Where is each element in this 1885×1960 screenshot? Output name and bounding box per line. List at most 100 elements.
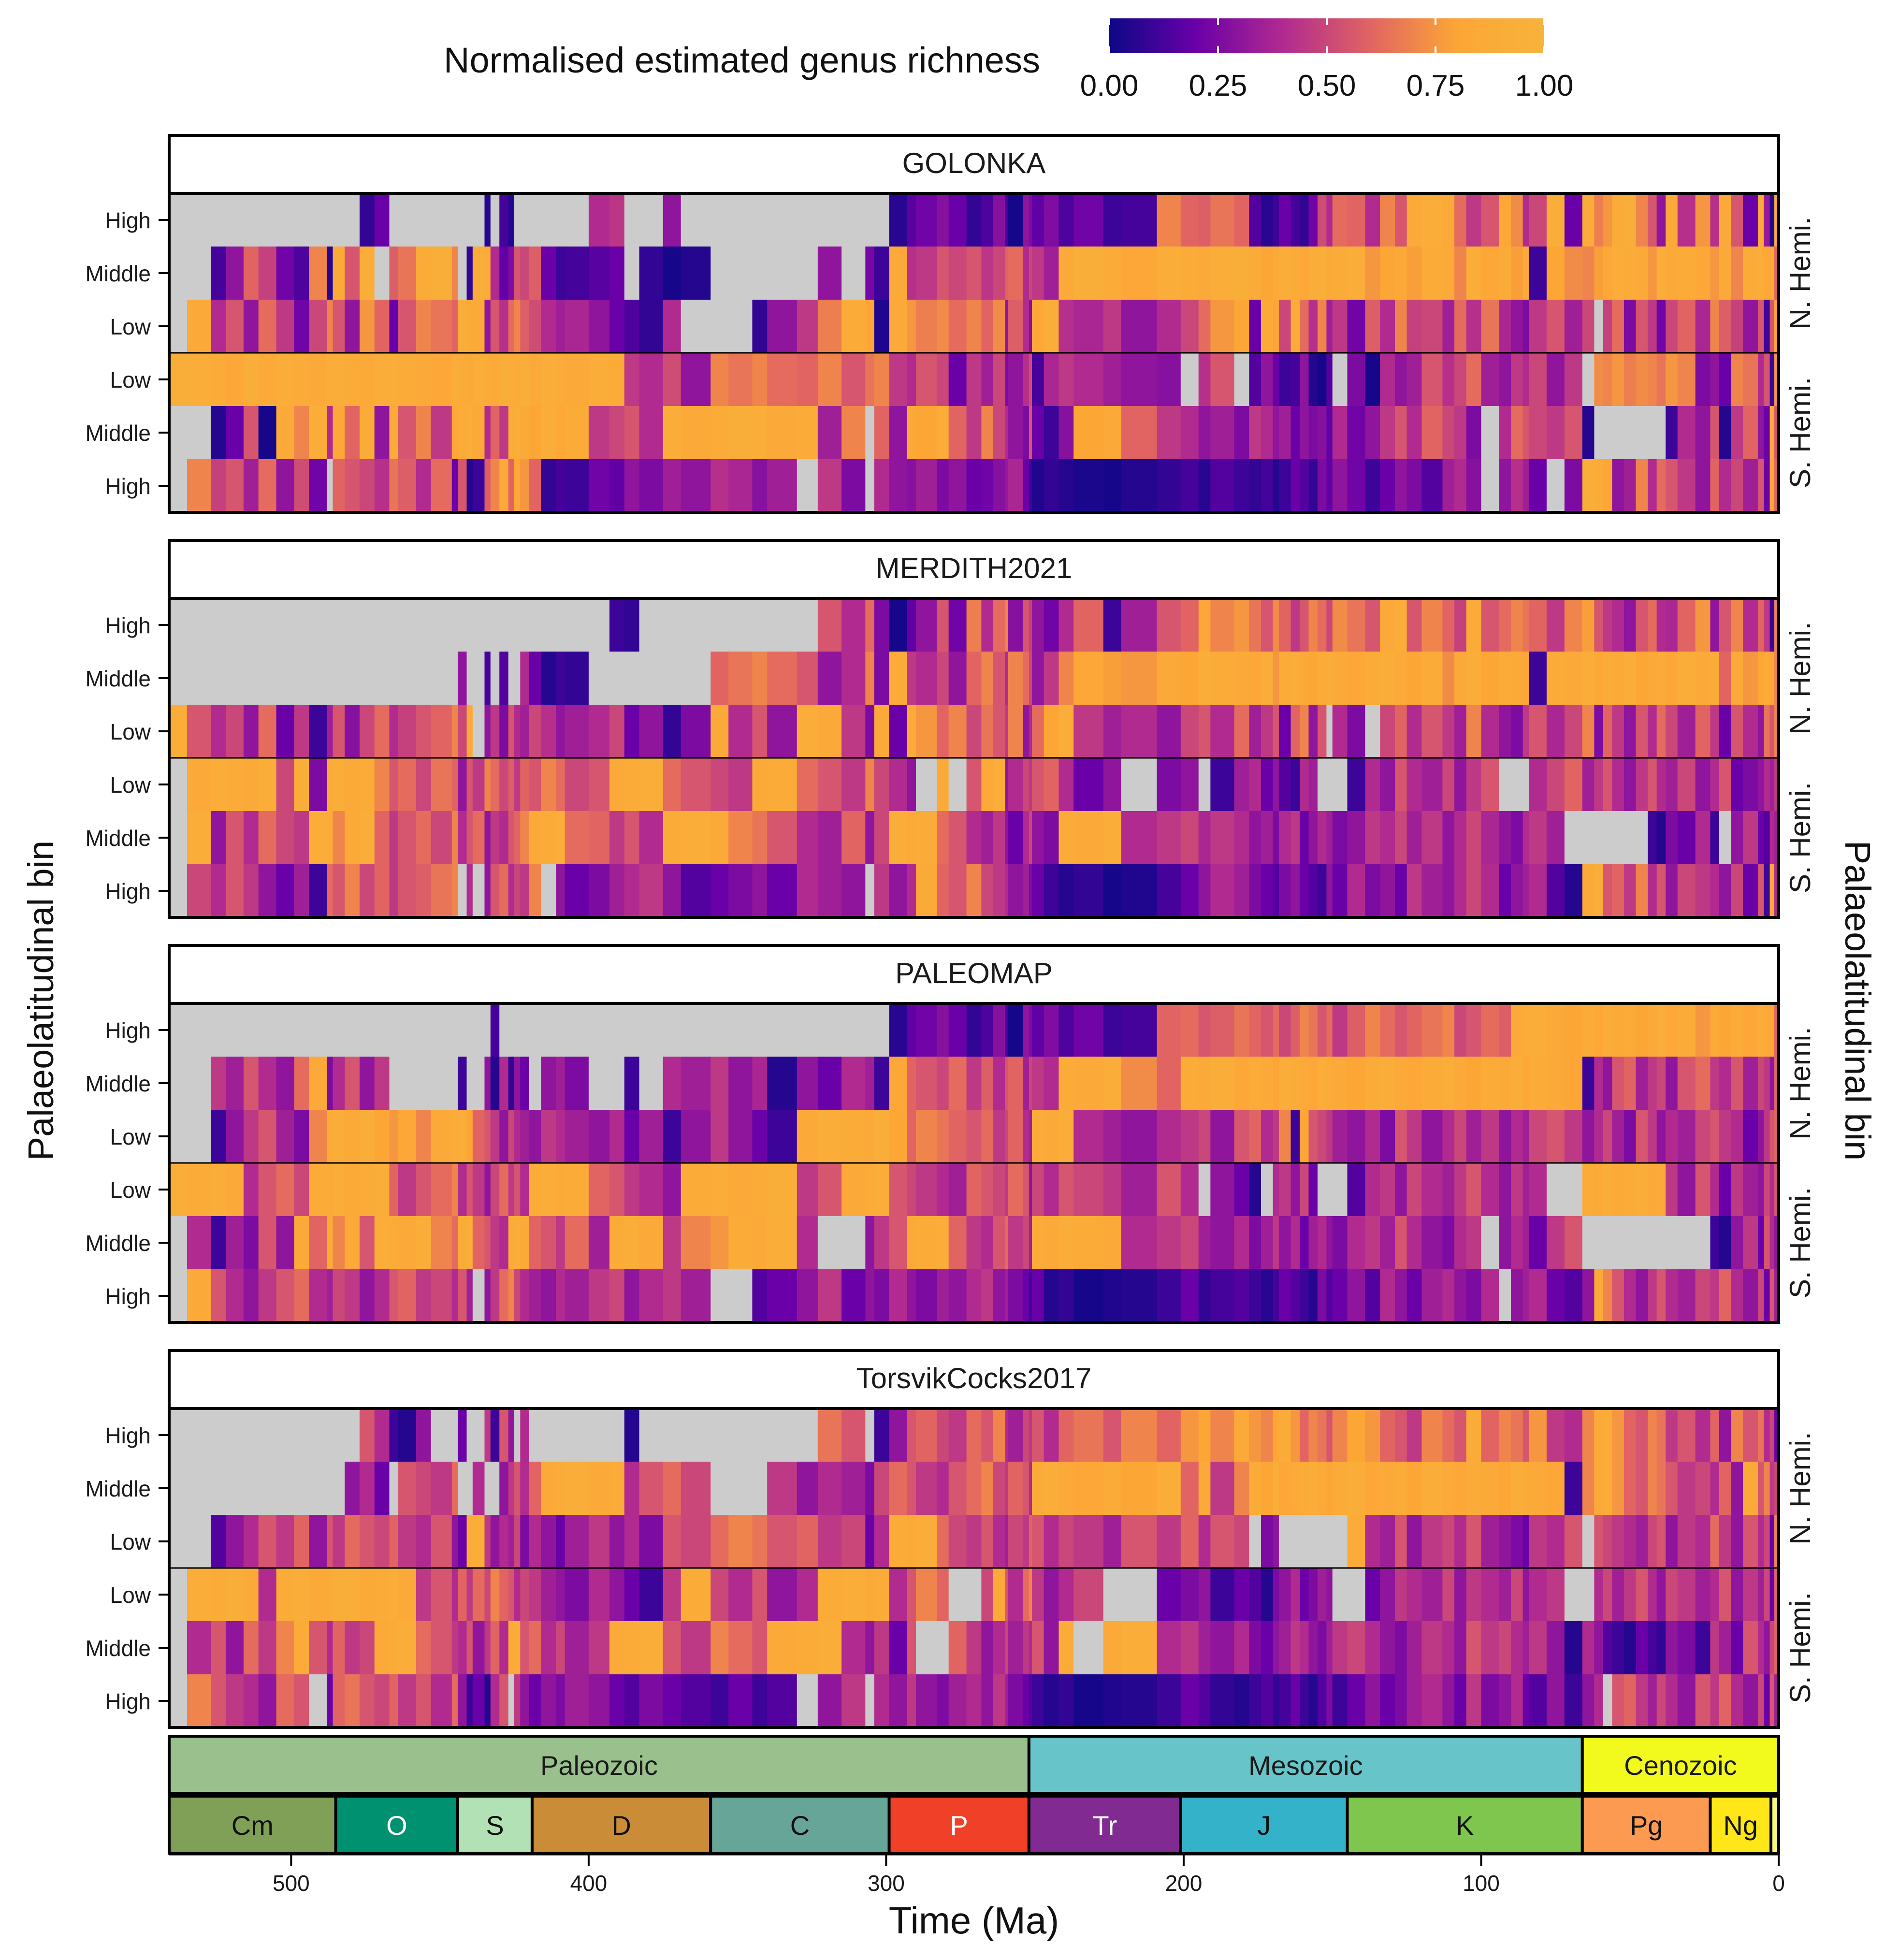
heatmap-cell [1103,758,1122,812]
heatmap-cell [1695,1674,1711,1728]
heatmap-cell [728,1515,753,1568]
heatmap-cell [624,193,640,247]
heatmap-cell [728,811,753,865]
heatmap-cell [416,758,432,812]
heatmap-cell [1261,459,1274,513]
heatmap-cell [609,459,625,513]
heatmap-cell [1198,406,1211,460]
heatmap-cell [1278,1216,1291,1270]
heatmap-cell [966,811,982,865]
heatmap-cell [1103,353,1122,407]
heatmap-cell [752,1515,768,1568]
heatmap-cell [1624,1568,1637,1622]
heatmap-cell [624,864,640,918]
heatmap-cell [508,1462,515,1515]
heatmap-cell [1666,1269,1678,1323]
heatmap-cell [1594,1216,1604,1270]
heatmap-cell [639,1515,664,1568]
heatmap-cell [663,353,682,407]
heatmap-cell [1546,406,1565,460]
heatmap-cell [1511,247,1523,300]
heatmap-cell [1481,652,1499,705]
heatmap-cell [797,598,818,652]
heatmap-cell [1603,1110,1612,1163]
heatmap-cell [556,758,566,812]
heatmap-cell [767,1163,798,1217]
heatmap-cell [1546,353,1565,407]
heatmap-cell [841,758,866,812]
heatmap-cell [1180,193,1199,247]
heatmap-cell [681,300,711,353]
heatmap-cell [529,247,542,300]
heatmap-cell [398,1269,417,1323]
heatmap-cell [1666,353,1678,407]
heatmap-cell [1198,1057,1211,1110]
heatmap-cell [948,811,967,865]
heatmap-cell [1774,247,1779,300]
heatmap-cell [458,1216,467,1270]
heatmap-cell [1466,459,1482,513]
heatmap-cell [466,1568,473,1622]
heatmap-cell [1347,1462,1366,1515]
heatmap-cell [333,353,345,407]
heatmap-cell [874,1568,890,1622]
panel-border [168,1002,1780,1324]
heatmap-cell [1481,1003,1499,1057]
heatmap-cell [1044,1568,1059,1622]
heatmap-cell [1774,406,1779,460]
heatmap-cell [663,1674,682,1728]
heatmap-cell [1317,758,1327,812]
heatmap-cell [907,705,916,758]
heatmap-cell [1317,459,1327,513]
heatmap-cell [1421,652,1443,705]
heatmap-cell [1743,1003,1758,1057]
heatmap-cell [1564,1269,1583,1323]
heatmap-cell [1546,1674,1565,1728]
heatmap-cell [520,598,530,652]
heatmap-cell [1249,1057,1262,1110]
heatmap-cell [1764,1408,1770,1462]
heatmap-cell [1005,1269,1009,1323]
heatmap-cell [431,652,452,705]
heatmap-cell [948,193,967,247]
heatmap-cell [1481,1408,1499,1462]
heatmap-cell [767,459,798,513]
heatmap-cell [1394,1408,1407,1462]
heatmap-cell [588,1674,610,1728]
heatmap-cell [681,1003,711,1057]
heatmap-cell [1564,1408,1583,1462]
heatmap-cell [1442,1057,1455,1110]
heatmap-cell [243,1515,259,1568]
heatmap-cell [258,864,277,918]
heatmap-cell [1666,1621,1678,1675]
heatmap-cell [451,1003,458,1057]
heatmap-cell [1528,193,1547,247]
heatmap-cell [1278,864,1291,918]
heatmap-cell [1522,406,1529,460]
heatmap-cell [1198,300,1211,353]
heatmap-cell [1442,598,1455,652]
heatmap-cell [966,406,982,460]
heatmap-cell [345,864,360,918]
heatmap-cell [1594,459,1604,513]
heatmap-cell [276,1163,295,1217]
heatmap-cell [1764,1216,1770,1270]
heatmap-cell [484,598,491,652]
heatmap-cell [889,758,908,812]
panel-border [168,1407,1780,1729]
heatmap-cell [1308,406,1318,460]
heatmap-cell [1008,1216,1024,1270]
heatmap-cell [915,247,937,300]
heatmap-cell [1317,1462,1327,1515]
heatmap-cell [1594,1110,1604,1163]
heatmap-cell [514,811,521,865]
heatmap-cell [1624,300,1637,353]
heatmap-cell [1481,1216,1499,1270]
heatmap-cell [1290,1269,1300,1323]
heatmap-cell [1466,193,1482,247]
heatmap-cell [1308,758,1318,812]
heatmap-cell [1656,1269,1666,1323]
heatmap-cell [1546,1163,1565,1217]
heatmap-cell [416,1216,432,1270]
heatmap-cell [1466,353,1482,407]
